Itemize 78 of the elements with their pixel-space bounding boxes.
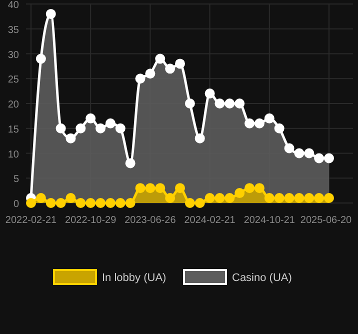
y-tick-label: 25 <box>8 74 20 86</box>
point <box>254 183 264 194</box>
point <box>96 198 106 208</box>
point <box>204 88 215 99</box>
point <box>125 158 136 168</box>
point <box>274 193 284 204</box>
point <box>214 193 225 204</box>
y-tick-label: 20 <box>8 100 20 110</box>
point <box>184 198 195 208</box>
point <box>224 98 235 108</box>
point <box>155 183 166 194</box>
point <box>314 153 324 164</box>
y-tick-label: 0 <box>13 199 20 210</box>
point <box>115 198 126 208</box>
x-tick-label: 2023-06-26 <box>124 215 176 226</box>
point <box>194 133 205 144</box>
x-tick-label: 2025-06-20 <box>300 215 352 226</box>
point <box>36 54 46 64</box>
point <box>244 118 255 128</box>
y-tick-label: 5 <box>13 174 20 186</box>
point <box>204 193 215 204</box>
point <box>56 123 66 134</box>
point <box>145 68 156 79</box>
point <box>155 54 166 64</box>
point <box>76 123 86 134</box>
point <box>284 193 294 204</box>
point <box>165 193 176 204</box>
point <box>294 148 304 158</box>
point <box>324 153 334 164</box>
point <box>294 193 304 204</box>
x-tick-label: 2024-10-21 <box>244 215 296 226</box>
y-tick-label: 10 <box>8 149 20 160</box>
point <box>135 74 146 84</box>
legend-label: In lobby (UA) <box>102 272 166 284</box>
point <box>105 198 116 208</box>
point <box>56 198 66 208</box>
point <box>46 198 56 208</box>
point <box>135 183 146 194</box>
point <box>214 98 225 108</box>
y-tick-label: 15 <box>8 124 20 136</box>
point <box>165 64 176 74</box>
point <box>284 143 294 154</box>
point <box>274 123 284 134</box>
point <box>254 118 264 128</box>
point <box>26 198 36 208</box>
point <box>66 193 76 204</box>
y-tick-label: 30 <box>8 50 20 61</box>
point <box>36 193 46 204</box>
point <box>76 198 86 208</box>
point <box>105 118 116 128</box>
x-tick-label: 2024-02-21 <box>184 215 236 226</box>
point <box>46 8 56 19</box>
x-tick-label: 2022-10-29 <box>65 215 117 226</box>
point <box>304 193 314 204</box>
point <box>145 183 156 194</box>
point <box>86 113 96 124</box>
point <box>234 188 245 198</box>
point <box>184 98 195 108</box>
x-tick-label: 2022-02-21 <box>5 215 58 226</box>
point <box>66 133 76 144</box>
point <box>264 113 274 124</box>
point <box>175 183 185 194</box>
point <box>244 183 255 194</box>
y-tick-label: 40 <box>8 0 20 11</box>
point <box>175 58 185 69</box>
point <box>314 193 324 204</box>
point <box>125 198 136 208</box>
point <box>304 148 314 158</box>
point <box>264 193 274 204</box>
point <box>234 98 245 108</box>
legend-label: Casino (UA) <box>232 272 292 284</box>
point <box>194 198 205 208</box>
point <box>224 193 235 204</box>
point <box>324 193 334 204</box>
point <box>96 123 106 134</box>
y-tick-label: 35 <box>8 24 20 36</box>
point <box>115 123 126 134</box>
point <box>86 198 96 208</box>
